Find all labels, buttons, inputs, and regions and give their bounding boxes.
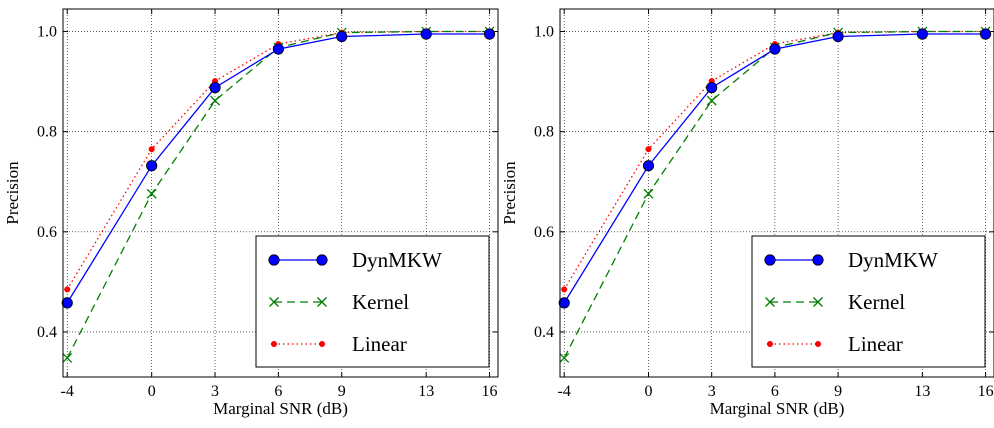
legend-marker xyxy=(316,254,328,266)
y-axis-label: Precision xyxy=(3,161,22,225)
chart-panel-2: -4 0 3 6 9 13 16 0.4 0.6 0.8 1.0 Marginal SNR (dB) P… xyxy=(500,8,994,418)
data-point xyxy=(61,297,73,309)
x-tick-label: 0 xyxy=(148,383,156,400)
x-tick-label: -4 xyxy=(61,383,74,400)
data-point xyxy=(210,95,220,106)
data-point xyxy=(916,28,928,40)
ticks xyxy=(560,9,994,377)
y-tick-label: 0.8 xyxy=(534,124,554,141)
y-axis-label: Precision xyxy=(500,161,519,225)
data-point xyxy=(148,146,155,153)
legend-marker xyxy=(765,297,775,307)
data-point xyxy=(706,95,717,106)
data-point xyxy=(559,353,570,363)
x-tick-label: 13 xyxy=(418,383,434,400)
legend-marker xyxy=(812,254,824,266)
x-tick-label: 6 xyxy=(274,383,282,400)
data-point xyxy=(561,286,568,293)
y-tick-label: 0.4 xyxy=(534,324,554,341)
legend: DynMKW Kernel Linear xyxy=(255,235,490,368)
legend-label: Linear xyxy=(352,332,407,356)
x-tick-label: 13 xyxy=(914,383,930,400)
x-tick-label: 16 xyxy=(482,383,498,400)
y-tick-label: 0.6 xyxy=(534,224,554,241)
x-tick-label: 9 xyxy=(834,383,842,400)
chart-panel-1: -4 0 3 6 9 13 16 0.4 0.6 0.8 1.0 Marginal SNR (dB) P… xyxy=(3,8,499,418)
x-tick-label: 6 xyxy=(771,383,779,400)
x-tick-label: 3 xyxy=(211,383,219,400)
y-tick-label: 1.0 xyxy=(534,24,554,41)
legend-marker xyxy=(270,340,278,348)
data-point xyxy=(643,188,654,199)
data-point xyxy=(979,28,992,40)
data-point xyxy=(420,28,432,40)
plot-frame xyxy=(62,8,499,378)
y-tick-label: 1.0 xyxy=(37,24,57,41)
data-point xyxy=(336,30,348,43)
legend-label: DynMKW xyxy=(352,248,442,272)
legend-label: DynMKW xyxy=(848,248,938,272)
legend-label: Kernel xyxy=(352,290,409,314)
legend-marker xyxy=(814,340,822,348)
legend: DynMKW Kernel Linear xyxy=(751,235,986,368)
plot-frame xyxy=(559,8,994,378)
data-point xyxy=(645,146,652,153)
data-point xyxy=(706,82,718,94)
legend-marker xyxy=(813,297,823,307)
legend-marker xyxy=(318,340,326,348)
x-tick-label: 3 xyxy=(708,383,716,400)
x-axis-label: Marginal SNR (dB) xyxy=(710,399,845,418)
data-point xyxy=(64,286,71,293)
legend-marker xyxy=(764,254,776,266)
series-dynmkw xyxy=(558,28,992,309)
y-tick-label: 0.8 xyxy=(37,124,57,141)
y-tick-label: 0.6 xyxy=(37,224,57,241)
data-point xyxy=(642,160,655,172)
data-point xyxy=(832,30,844,43)
legend-label: Linear xyxy=(848,332,903,356)
x-tick-label: -4 xyxy=(558,383,571,400)
data-point xyxy=(62,353,73,363)
data-point xyxy=(146,160,158,172)
x-axis-label: Marginal SNR (dB) xyxy=(213,399,348,418)
data-point xyxy=(558,297,570,309)
data-point xyxy=(209,82,221,94)
legend-label: Kernel xyxy=(848,290,905,314)
legend-marker xyxy=(317,297,327,307)
legend-marker xyxy=(766,340,774,348)
ticks xyxy=(63,9,498,377)
x-tick-label: 0 xyxy=(644,383,652,400)
legend-marker xyxy=(269,297,279,307)
data-point xyxy=(483,28,496,40)
data-point xyxy=(769,43,781,55)
x-tick-label: 9 xyxy=(338,383,346,400)
x-tick-label: 16 xyxy=(978,383,994,400)
legend-marker xyxy=(268,254,280,266)
data-point xyxy=(272,43,284,55)
series-dynmkw xyxy=(61,28,496,309)
data-point xyxy=(146,188,157,199)
y-tick-label: 0.4 xyxy=(37,324,57,341)
